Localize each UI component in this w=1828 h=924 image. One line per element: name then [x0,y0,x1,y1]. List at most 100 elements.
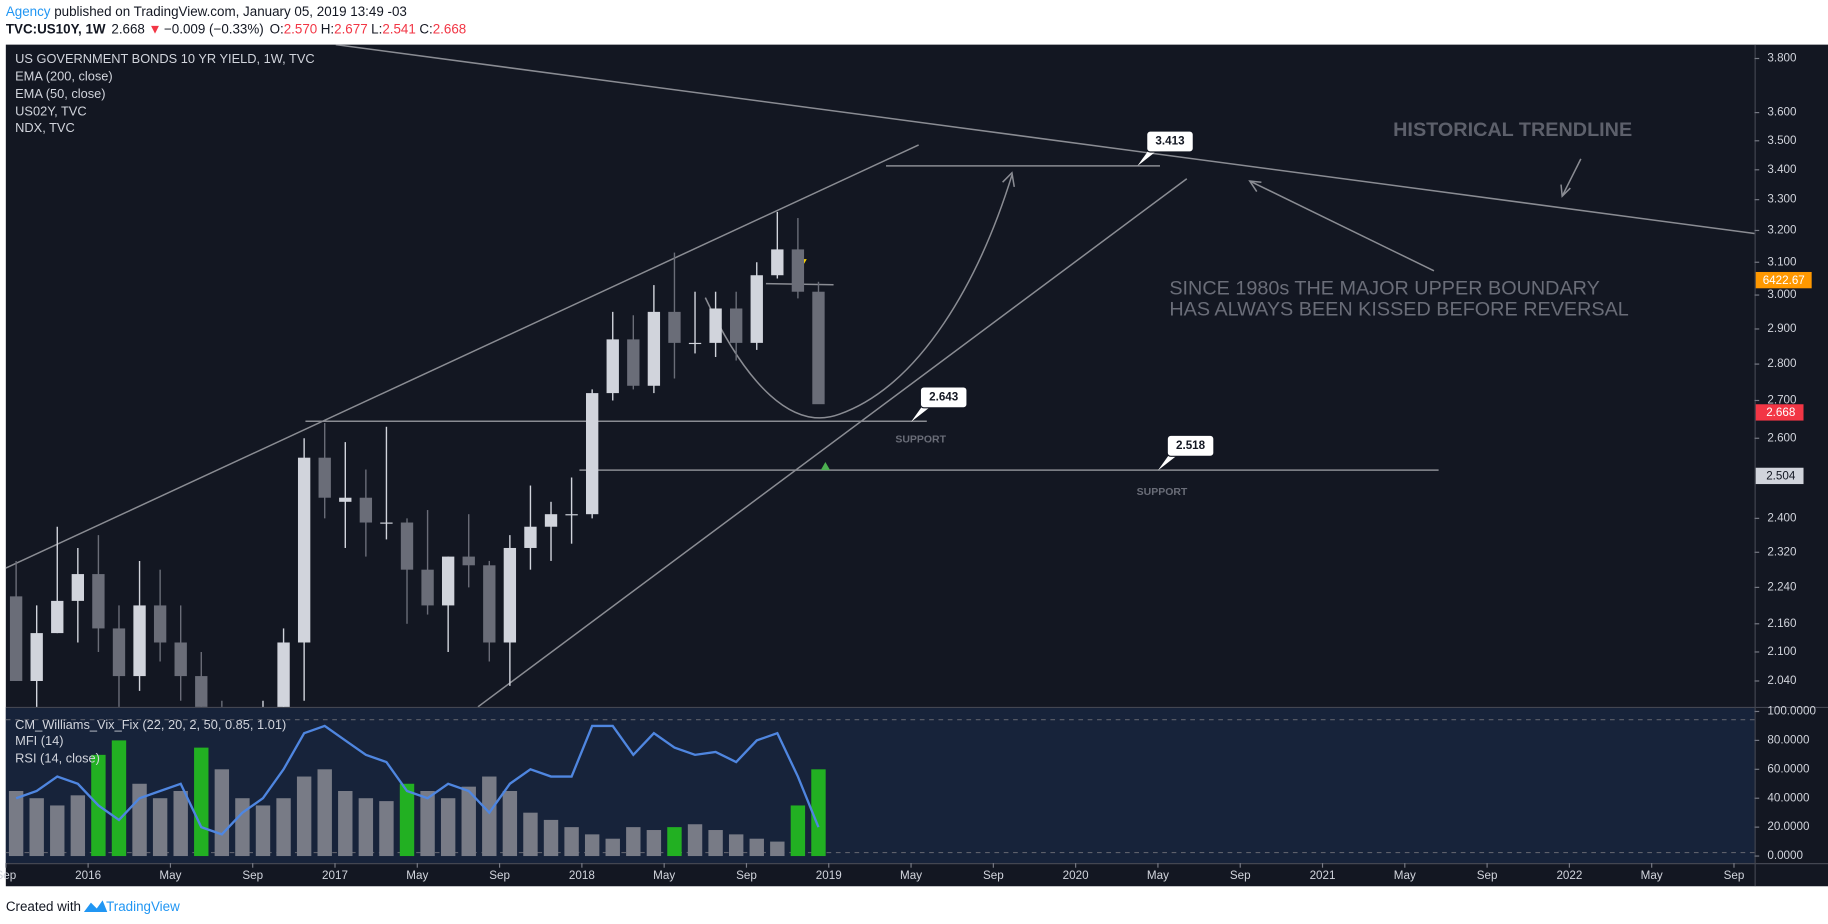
vix-bar [8,790,24,857]
x-tick-label: May [900,869,922,882]
price-badge-label: 2.504 [1766,470,1796,483]
vix-bar [749,838,764,857]
candle-body [30,633,43,681]
x-tick-label: May [1394,869,1416,882]
x-tick-label: 2017 [322,869,348,882]
vix-bar [50,805,65,857]
candle-body [277,642,290,707]
candle-body [524,526,537,548]
candle-body [606,339,619,394]
x-tick-label: Sep [489,869,510,882]
y-tick-label: 2.320 [1767,545,1797,558]
y-tick-label: 3.100 [1767,255,1797,268]
vix-bar [708,830,723,857]
vix-bar [173,790,188,857]
vix-bar [543,819,559,857]
y-tick-label: 2.160 [1767,617,1797,630]
candle-body [483,565,496,643]
symbol: TVC:US10Y, 1W [6,21,106,36]
indicator-legend: CM_Williams_Vix_Fix (22, 20, 2, 50, 0.85… [15,717,286,732]
candle-body [9,596,23,681]
candle-body [462,556,475,566]
curved-arrow [704,174,1013,419]
y-tick-label: 3.200 [1767,224,1797,237]
candle-body [174,642,187,677]
y-tick-label: 2.100 [1767,645,1797,658]
y-tick-label: 2.800 [1767,357,1797,370]
y-tick-label: 3.000 [1767,288,1797,301]
footer-bg [0,886,1828,924]
support-label: SUPPORT [895,435,946,446]
vix-bar [770,841,785,857]
vix-bar [626,827,641,857]
footer-text: Created with [6,899,81,914]
candle-body [400,522,414,570]
tv-logo [83,900,108,913]
vix-bar [502,790,518,857]
candle-body [71,574,85,601]
main-pane [5,44,1755,707]
vix-bar [461,786,476,857]
vix-bar [790,805,806,857]
published: published on TradingView.com, January 05… [51,4,407,19]
vix-bar [194,747,209,857]
x-tick-label: 2018 [569,869,595,882]
y-tick-label: 2.040 [1767,674,1797,687]
candle-body [627,339,640,386]
candle-body [730,308,743,343]
vix-bar [276,798,291,857]
candle-body [750,275,763,343]
h-label: H: [321,21,334,36]
candle-body [771,249,784,276]
callout-pointer [911,405,933,422]
x-tick-label: Sep [736,869,757,882]
historical-trendline [335,44,1755,235]
y-tick-label: 2.700 [1767,394,1797,407]
y-tick-label: 2.400 [1767,511,1797,524]
vix-bar [646,830,662,857]
y-tick-label: 60.0000 [1767,762,1810,775]
vix-bar [358,798,374,857]
y-tick-label: 3.800 [1767,52,1797,65]
y-tick-label: 20.0000 [1767,820,1810,833]
x-tick-label: 2022 [1556,869,1582,882]
legend-item: EMA (200, close) [15,69,113,84]
c-value: 2.668 [433,21,467,36]
candle-body [195,676,208,707]
c-label: C: [419,21,432,36]
signal-up [820,462,831,471]
x-tick-label: Sep [983,869,1004,882]
callout-pointer [1157,453,1179,471]
callout-box [1146,130,1194,153]
footer-brand[interactable]: TradingView [106,899,180,914]
candle-body [339,497,352,502]
candle-body [153,605,167,643]
annotation: SINCE 1980s THE MAJOR UPPER BOUNDARY [1169,278,1600,300]
x-tick-label: May [1641,869,1663,882]
x-tick-label: 2016 [75,869,101,882]
vix-bar [111,740,127,857]
candle-body [297,457,311,643]
callout-box [919,386,968,409]
o-label: O: [270,21,284,36]
indicator-pane [8,724,826,857]
price-badge [1755,404,1804,421]
legend-item: NDX, TVC [15,120,75,135]
vix-bar [605,838,620,857]
x-tick-label: Sep [1724,869,1745,882]
h-value: 2.677 [334,21,368,36]
indicator-legend: MFI (14) [15,733,63,748]
l-value: 2.541 [382,21,416,36]
author[interactable]: Agency [6,4,51,19]
annotation: HAS ALWAYS BEEN KISSED BEFORE REVERSAL [1169,299,1629,321]
annotation: HISTORICAL TRENDLINE [1393,119,1632,141]
indicator-legend: RSI (14, close) [15,751,100,766]
callout-label: 3.413 [1155,135,1185,148]
rsi-line [15,724,820,836]
candle-body [812,291,825,405]
y-tick-label: 0.0000 [1767,849,1803,862]
candle-body [380,522,393,524]
candle-body [421,569,434,606]
